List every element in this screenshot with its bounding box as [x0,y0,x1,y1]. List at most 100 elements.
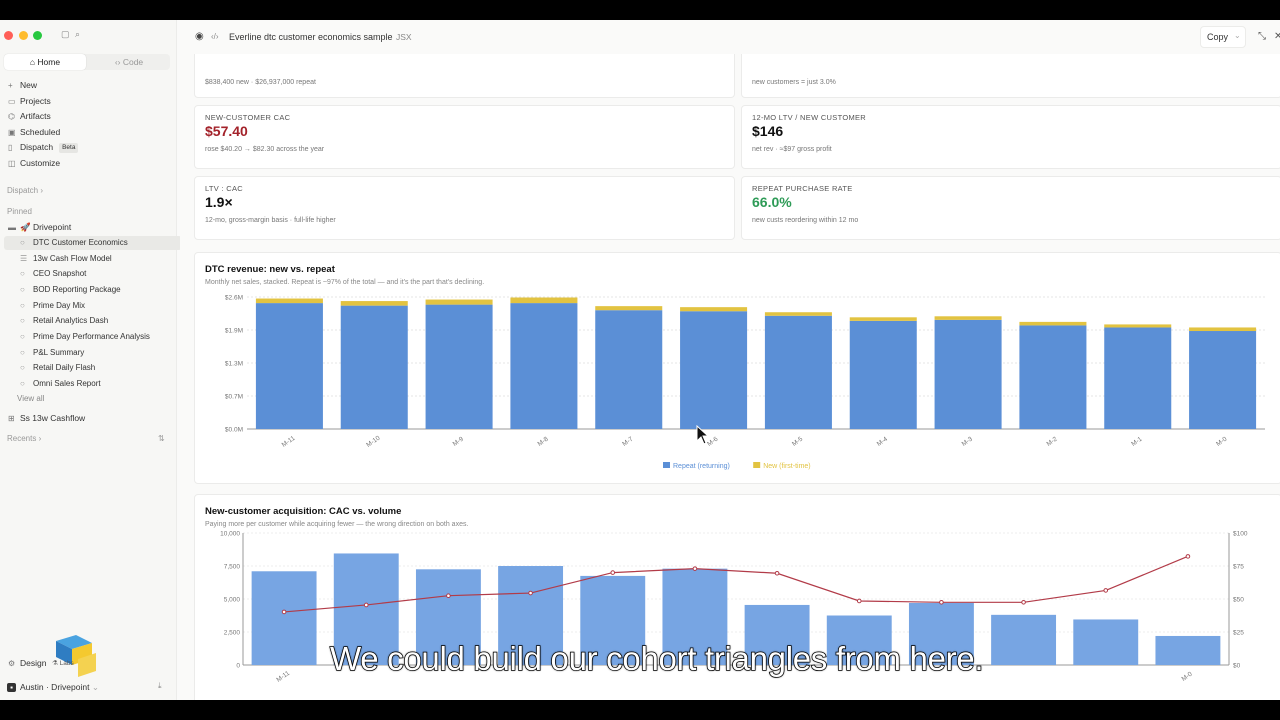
legend-label: New (first-time) [763,463,810,470]
bar-segment [1104,324,1172,328]
sidebar-item-projects[interactable]: ▭ Projects [8,94,51,108]
project-item[interactable]: ○ P&L Summary [20,346,84,360]
chart-title: New-customer acquisition: CAC vs. volume [205,506,402,517]
pinned-item-cashflow[interactable]: ⊞ Ss 13w Cashflow [8,411,85,425]
sidebar-item-customize[interactable]: ◫ Customize [8,156,60,170]
x-tick-label: M-3 [961,435,975,447]
sidebar-toggle-icon[interactable]: ▢ [61,29,70,39]
kpi-card-ltv: 12-MO LTV / NEW CUSTOMER $146 net rev · … [741,105,1280,169]
collapse-icon[interactable]: ⤡ [1258,31,1266,42]
maximize-window-button[interactable] [33,31,42,40]
rocket-icon: 🚀 [20,222,33,232]
minimize-window-button[interactable] [19,31,28,40]
sidebar-item-artifacts[interactable]: ⌬ Artifacts [8,109,51,123]
y-tick-label: $1.9M [225,328,243,335]
x-tick-label: M-7 [621,435,635,447]
gear-icon: ⚙ [8,659,16,668]
close-window-button[interactable] [4,31,13,40]
bar [1155,635,1221,665]
cac-point [446,593,451,598]
bar-segment [340,301,408,306]
flask-icon: ⚗ [52,660,60,667]
bar-segment [425,304,493,429]
download-icon[interactable]: ⤓ [158,681,162,690]
x-tick-label: M-2 [1045,435,1059,447]
y-left-tick-label: 5,000 [224,597,241,604]
file-type-badge: JSX [396,32,412,42]
view-all-link[interactable]: View all [17,394,45,403]
project-item[interactable]: ○ BOD Reporting Package [20,283,121,297]
artifact-content: $838,400 new · $26,937,000 repeat new cu… [180,54,1280,700]
chart-title: DTC revenue: new vs. repeat [205,264,335,275]
close-icon[interactable]: ✕ [1274,31,1280,42]
bar [333,553,399,665]
project-item[interactable]: ○ Prime Day Mix [20,299,85,313]
recents-section-header[interactable]: Recents › [7,434,42,443]
bar-segment [595,310,663,429]
revenue-chart-card: DTC revenue: new vs. repeat Monthly net … [194,252,1280,484]
labs-logo-icon [56,635,96,677]
project-item[interactable]: ○ Prime Day Performance Analysis [20,330,150,344]
home-icon: ⌂ [29,57,38,67]
project-item[interactable]: ○ Retail Daily Flash [20,361,95,375]
bar [498,566,564,665]
acquisition-combo-chart: 0 2,500 5,000 7,500 10,000 $0 $25 $50 $75 $100 M-1… [220,531,1248,684]
legend-swatch [753,462,761,468]
x-tick-label: M-8 [536,435,550,447]
bar-segment [255,303,323,429]
y-tick-label: $2.6M [225,295,243,302]
bar-segment [1019,321,1087,326]
search-icon[interactable]: ⌕ [75,29,81,39]
code-view-icon[interactable]: ‹/› [211,32,219,41]
user-menu[interactable]: ▪ Austin · Drivepoint ⌄ [7,680,99,694]
project-item[interactable]: ☰ 13w Cash Flow Model [20,252,112,266]
kpi-card-repeat-rate: REPEAT PURCHASE RATE 66.0% new custs reo… [741,176,1280,240]
project-item[interactable]: ○ DTC Customer Economics [4,236,182,250]
cac-point [856,598,862,604]
bar-segment [934,319,1002,429]
kpi-ltv-value: $146 [752,123,784,139]
folder-icon: ▭ [8,97,16,106]
bar-segment [340,305,408,429]
project-item[interactable]: ○ Retail Analytics Dash [20,314,108,328]
project-item[interactable]: ○ Omni Sales Report [20,377,101,391]
bar-segment [680,311,748,429]
chevron-right-icon: › [38,186,44,195]
list-icon: ☰ [20,254,28,263]
bar-segment [425,299,493,305]
cac-point [528,590,533,596]
revenue-stacked-bar-chart: $0.0M $0.7M $1.3M $1.9M $2.6M M-11 M-10 M-9 M-8 M… [225,295,1265,470]
cac-point [1103,588,1109,593]
sidebar: ▢ ⌕ ⌂ Home ‹› Code + New ▭ Projects ⌬ Artif… [0,20,182,700]
code-icon: ‹› [114,57,123,67]
cac-line [284,555,1189,613]
kpi-card-revenue-mix: $838,400 new · $26,937,000 repeat [194,54,735,98]
x-tick-label: M-11 [275,670,291,684]
tab-home[interactable]: ⌂ Home [4,54,86,70]
sidebar-item-dispatch[interactable]: ▯ Dispatch Beta [8,140,79,154]
pinned-section-header: Pinned [7,207,32,216]
dispatch-section-header[interactable]: Dispatch › [7,186,44,195]
bar-segment [1019,325,1087,429]
copy-button[interactable]: Copy ⌄ [1200,26,1246,48]
cac-point [363,602,369,608]
tab-code[interactable]: ‹› Code [114,57,144,67]
sidebar-item-scheduled[interactable]: ▣ Scheduled [8,125,60,139]
y-left-tick-label: 7,500 [224,564,241,571]
preview-eye-icon[interactable]: ◉ [195,31,204,42]
y-tick-label: $0.0M [225,427,243,434]
artifact-icon: ⌬ [8,112,15,121]
bar-segment [934,316,1002,320]
folder-icon: ▬ [8,223,16,232]
chevron-down-icon: ⌄ [89,682,99,692]
labs-badge[interactable]: ⚗ Labs [52,660,74,667]
spreadsheet-icon: ⊞ [8,414,15,423]
chevron-right-icon: › [36,434,42,443]
sort-icon[interactable]: ⇅ [158,434,165,443]
artifact-title: Everline dtc customer economics sample [229,32,393,42]
project-item[interactable]: ○ CEO Snapshot [20,267,86,281]
project-drivepoint[interactable]: ▬ 🚀 Drivepoint [8,220,71,234]
kpi-card-new-share: new customers = just 3.0% [741,54,1280,98]
sidebar-item-new[interactable]: + New [8,78,37,92]
design-button[interactable]: ⚙ Design [8,656,46,670]
